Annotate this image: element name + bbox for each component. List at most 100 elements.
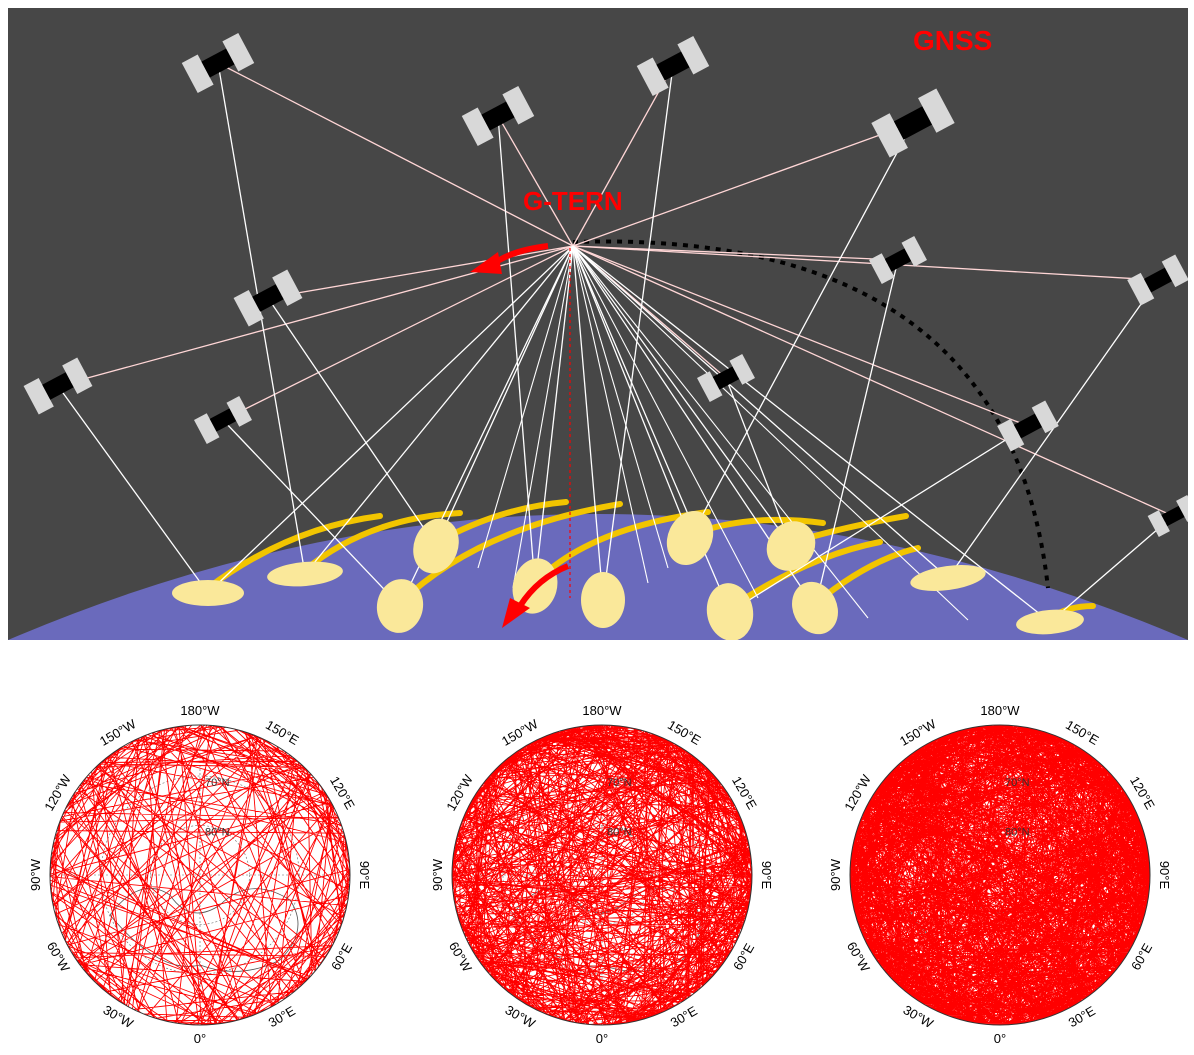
signal-link bbox=[1049, 515, 1174, 623]
map-tick-label: 90°E bbox=[1157, 861, 1170, 890]
signal-link bbox=[534, 245, 574, 587]
gnss-satellites bbox=[23, 32, 1188, 538]
map-tick-label: 90°W bbox=[830, 858, 843, 891]
signal-link bbox=[572, 245, 604, 601]
reflection-footprint bbox=[172, 580, 244, 606]
signal-link bbox=[689, 122, 914, 539]
polar-map-1: 70°N 80°N 180°W 150°E 120°E 90°E 60°E 30°E 0° 30°… bbox=[28, 700, 372, 1050]
signal-link bbox=[217, 62, 574, 247]
ground-track bbox=[397, 501, 623, 606]
reflection-footprint bbox=[766, 521, 816, 571]
signal-link bbox=[572, 245, 691, 539]
map-border bbox=[451, 724, 753, 1026]
satellite-icon bbox=[869, 235, 927, 285]
signal-link bbox=[572, 245, 1174, 517]
signal-link bbox=[267, 245, 574, 299]
signal-link bbox=[477, 245, 574, 569]
satellite-icon bbox=[194, 395, 252, 445]
signal-links bbox=[57, 62, 1174, 623]
reflection-footprint bbox=[666, 510, 714, 566]
map-border bbox=[849, 724, 1151, 1026]
reflection-tracks bbox=[50, 725, 350, 1025]
signal-link bbox=[572, 245, 792, 547]
map-tick-label: 180°W bbox=[980, 703, 1020, 718]
reflection-footprint bbox=[581, 572, 625, 628]
latitude-label-80: 80°N bbox=[205, 827, 230, 839]
signal-link bbox=[304, 245, 574, 575]
satellite-icon bbox=[181, 32, 255, 94]
map-tick-label: 90°W bbox=[30, 858, 43, 891]
map-content bbox=[50, 725, 350, 1025]
polar-map-figure: 70°N80°N180°W150°E120°E90°E60°E30°E0°30°… bbox=[828, 703, 1172, 1046]
latitude-label-80: 80°N bbox=[607, 827, 632, 839]
map-tick-label: 180°W bbox=[180, 703, 220, 718]
polar-map-2: 70°N 80°N 180°W 150°E 120°E 90°E 60°E 30°E 0° 30°… bbox=[430, 700, 774, 1050]
arrow-icon bbox=[517, 563, 570, 608]
latitude-label-70: 70°N bbox=[607, 777, 632, 789]
signal-link bbox=[497, 115, 574, 247]
map-content bbox=[850, 725, 1150, 1025]
signal-link bbox=[572, 122, 914, 247]
signal-link bbox=[572, 245, 759, 599]
satellite-icon bbox=[636, 35, 710, 97]
signal-link bbox=[572, 245, 1159, 281]
signal-link bbox=[572, 245, 1029, 427]
map-tick-label: 0° bbox=[994, 1031, 1006, 1046]
ground-track bbox=[302, 510, 463, 573]
latitude-label-80: 80°N bbox=[1005, 827, 1030, 839]
satellite-icon bbox=[1147, 494, 1188, 538]
map-tick-label: 90°W bbox=[432, 858, 445, 891]
signal-link bbox=[222, 245, 574, 421]
map-tick-label: 90°E bbox=[759, 861, 772, 890]
map-tick-label: 0° bbox=[596, 1031, 608, 1046]
signal-link bbox=[572, 245, 969, 621]
map-tick-label: 180°W bbox=[582, 703, 622, 718]
signal-link bbox=[572, 245, 649, 584]
satellite-icon bbox=[233, 269, 303, 327]
signal-link bbox=[729, 425, 1029, 613]
signal-link bbox=[572, 245, 949, 579]
polar-map-3: 70°N 80°N 180°W 150°E 120°E 90°E 60°E 30°E 0° 30°… bbox=[828, 700, 1172, 1050]
latitude-label-70: 70°N bbox=[205, 777, 230, 789]
satellite-icon bbox=[871, 88, 955, 158]
signal-link bbox=[572, 245, 1051, 623]
signal-link bbox=[572, 245, 669, 569]
satellite-icon bbox=[23, 357, 93, 415]
reflection-footprint bbox=[792, 581, 838, 635]
signal-link bbox=[435, 245, 574, 547]
signal-link bbox=[512, 245, 574, 589]
polar-map-figure: 70°N80°N180°W150°E120°E90°E60°E30°E0°30°… bbox=[430, 703, 774, 1046]
map-border bbox=[49, 724, 351, 1026]
reflection-footprint bbox=[910, 564, 986, 592]
signal-link bbox=[222, 419, 401, 607]
signal-link bbox=[267, 297, 437, 547]
signal-link bbox=[572, 65, 674, 247]
signal-link bbox=[602, 65, 674, 601]
satellite-icon bbox=[997, 400, 1059, 452]
signal-link bbox=[572, 245, 899, 261]
signal-link bbox=[497, 115, 536, 587]
arrow-icon bbox=[502, 598, 530, 628]
satellite-icon bbox=[461, 85, 535, 147]
receiver-label: G-TERN bbox=[523, 186, 623, 216]
satellite-icon bbox=[697, 353, 755, 403]
gnss-label: GNSS bbox=[913, 25, 992, 56]
map-tick-label: 90°E bbox=[357, 861, 370, 890]
map-content bbox=[452, 725, 752, 1025]
reflection-tracks bbox=[850, 725, 1150, 1025]
reflection-footprint bbox=[706, 583, 754, 640]
reflection-footprint bbox=[376, 579, 424, 633]
reflection-tracks bbox=[452, 725, 752, 1025]
gnss-reflectometry-diagram: GNSS G-TERN bbox=[8, 8, 1188, 640]
arrow-icon bbox=[470, 252, 502, 274]
orbit-arc bbox=[572, 239, 1050, 589]
signal-link bbox=[57, 385, 209, 594]
signal-link bbox=[572, 245, 869, 619]
reflection-footprint bbox=[1016, 609, 1084, 635]
signal-link bbox=[725, 377, 792, 547]
polar-map-figure: 70°N80°N180°W150°E120°E90°E60°E30°E0°30°… bbox=[28, 703, 372, 1046]
map-tick-label: 0° bbox=[194, 1031, 206, 1046]
reflection-footprint bbox=[413, 518, 459, 574]
reflection-footprint bbox=[267, 561, 343, 587]
latitude-label-70: 70°N bbox=[1005, 777, 1030, 789]
